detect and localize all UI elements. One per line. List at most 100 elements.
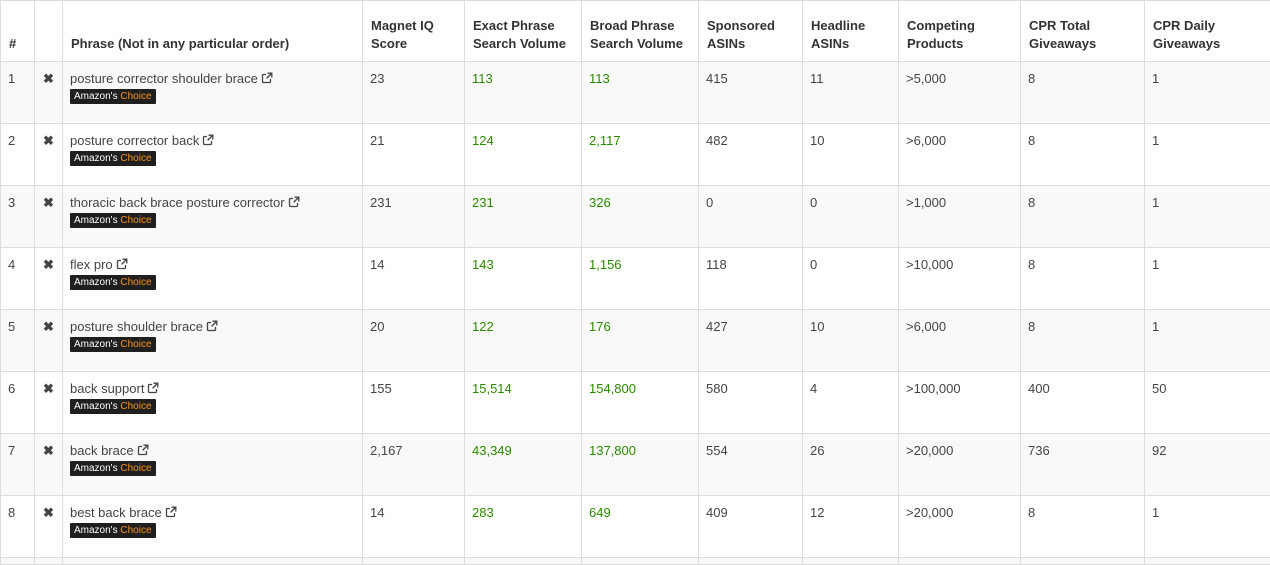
header-num[interactable]: # <box>1 1 35 62</box>
broad-phrase-volume: 326 <box>582 186 699 248</box>
exact-phrase-volume: 15,514 <box>465 372 582 434</box>
badge-highlight: Choice <box>120 401 151 412</box>
headline-asins: 0 <box>803 248 899 310</box>
broad-phrase-volume: 2,117 <box>582 124 699 186</box>
table-row-partial <box>1 558 1270 565</box>
phrase-text: flex pro <box>70 257 113 272</box>
header-phrase[interactable]: Phrase (Not in any particular order) <box>63 1 363 62</box>
headline-asins: 10 <box>803 124 899 186</box>
cpr-daily-giveaways: 92 <box>1145 434 1270 496</box>
close-icon[interactable]: ✖ <box>43 381 54 396</box>
external-link-icon[interactable] <box>165 506 177 518</box>
cpr-total-giveaways: 8 <box>1021 186 1145 248</box>
badge-prefix: Amazon's <box>74 91 118 102</box>
competing-products: >6,000 <box>899 310 1021 372</box>
badge-highlight: Choice <box>120 525 151 536</box>
exact-phrase-volume: 43,349 <box>465 434 582 496</box>
amazons-choice-badge: Amazon's Choice <box>70 461 156 476</box>
header-cpr-total-giveaways[interactable]: CPR Total Giveaways <box>1021 1 1145 62</box>
row-number: 7 <box>1 434 35 496</box>
badge-prefix: Amazon's <box>74 463 118 474</box>
external-link-icon[interactable] <box>137 444 149 456</box>
cpr-total-giveaways: 8 <box>1021 310 1145 372</box>
close-icon[interactable]: ✖ <box>43 195 54 210</box>
headline-asins: 12 <box>803 496 899 558</box>
headline-asins: 10 <box>803 310 899 372</box>
headline-asins: 4 <box>803 372 899 434</box>
header-broad-phrase-volume[interactable]: Broad Phrase Search Volume <box>582 1 699 62</box>
external-link-icon[interactable] <box>261 72 273 84</box>
external-link-icon[interactable] <box>116 258 128 270</box>
amazons-choice-badge: Amazon's Choice <box>70 89 156 104</box>
close-icon[interactable]: ✖ <box>43 257 54 272</box>
close-icon[interactable]: ✖ <box>43 71 54 86</box>
magnet-iq-score: 14 <box>363 496 465 558</box>
header-headline-asins[interactable]: Headline ASINs <box>803 1 899 62</box>
phrase-cell: back brace Amazon's Choice <box>63 434 363 496</box>
close-icon[interactable]: ✖ <box>43 505 54 520</box>
competing-products: >5,000 <box>899 62 1021 124</box>
phrase-text: back brace <box>70 443 134 458</box>
badge-highlight: Choice <box>120 277 151 288</box>
badge-highlight: Choice <box>120 153 151 164</box>
amazons-choice-badge: Amazon's Choice <box>70 213 156 228</box>
headline-asins: 26 <box>803 434 899 496</box>
cpr-total-giveaways: 736 <box>1021 434 1145 496</box>
exact-phrase-volume: 143 <box>465 248 582 310</box>
exact-phrase-volume: 283 <box>465 496 582 558</box>
cpr-daily-giveaways: 1 <box>1145 310 1270 372</box>
broad-phrase-volume: 113 <box>582 62 699 124</box>
badge-highlight: Choice <box>120 463 151 474</box>
magnet-iq-score: 231 <box>363 186 465 248</box>
cpr-total-giveaways: 400 <box>1021 372 1145 434</box>
header-row: # Phrase (Not in any particular order) M… <box>1 1 1270 62</box>
competing-products: >100,000 <box>899 372 1021 434</box>
header-exact-phrase-volume[interactable]: Exact Phrase Search Volume <box>465 1 582 62</box>
sponsored-asins: 0 <box>699 186 803 248</box>
exact-phrase-volume: 231 <box>465 186 582 248</box>
broad-phrase-volume: 154,800 <box>582 372 699 434</box>
cpr-total-giveaways: 8 <box>1021 248 1145 310</box>
headline-asins: 11 <box>803 62 899 124</box>
broad-phrase-volume: 176 <box>582 310 699 372</box>
close-icon[interactable]: ✖ <box>43 443 54 458</box>
external-link-icon[interactable] <box>147 382 159 394</box>
phrase-text: thoracic back brace posture corrector <box>70 195 285 210</box>
phrase-cell: posture corrector shoulder brace Amazon's… <box>63 62 363 124</box>
exact-phrase-volume: 122 <box>465 310 582 372</box>
row-number: 1 <box>1 62 35 124</box>
amazons-choice-badge: Amazon's Choice <box>70 275 156 290</box>
external-link-icon[interactable] <box>202 134 214 146</box>
badge-highlight: Choice <box>120 215 151 226</box>
header-sponsored-asins[interactable]: Sponsored ASINs <box>699 1 803 62</box>
external-link-icon[interactable] <box>288 196 300 208</box>
exact-phrase-volume: 113 <box>465 62 582 124</box>
competing-products: >1,000 <box>899 186 1021 248</box>
header-competing-products[interactable]: Competing Products <box>899 1 1021 62</box>
row-number: 2 <box>1 124 35 186</box>
close-icon[interactable]: ✖ <box>43 319 54 334</box>
cpr-total-giveaways: 8 <box>1021 62 1145 124</box>
close-icon[interactable]: ✖ <box>43 133 54 148</box>
header-magnet-iq-score[interactable]: Magnet IQ Score <box>363 1 465 62</box>
sponsored-asins: 409 <box>699 496 803 558</box>
sponsored-asins: 427 <box>699 310 803 372</box>
magnet-iq-score: 2,167 <box>363 434 465 496</box>
amazons-choice-badge: Amazon's Choice <box>70 151 156 166</box>
sponsored-asins: 415 <box>699 62 803 124</box>
magnet-iq-score: 21 <box>363 124 465 186</box>
phrase-cell: flex pro Amazon's Choice <box>63 248 363 310</box>
phrase-text: posture corrector shoulder brace <box>70 71 258 86</box>
badge-prefix: Amazon's <box>74 401 118 412</box>
magnet-iq-score: 20 <box>363 310 465 372</box>
header-cpr-daily-giveaways[interactable]: CPR Daily Giveaways <box>1145 1 1270 62</box>
competing-products: >10,000 <box>899 248 1021 310</box>
badge-prefix: Amazon's <box>74 525 118 536</box>
row-number: 6 <box>1 372 35 434</box>
external-link-icon[interactable] <box>206 320 218 332</box>
